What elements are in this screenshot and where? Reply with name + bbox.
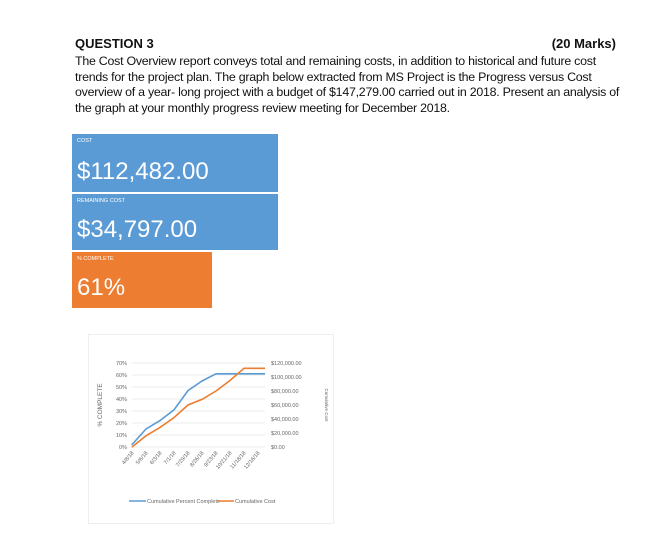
tile-label: COST [77, 138, 93, 144]
y-tick-label: 50% [116, 385, 127, 391]
y2-tick-label: $60,000.00 [271, 403, 299, 409]
series-line-percent [131, 372, 265, 446]
y-tick-label: 60% [116, 373, 127, 379]
progress-cost-chart: 0% 10% 20% 30% 40% 50% 60% 70% $0.00 $20,000.00 $4… [88, 334, 334, 524]
data-point [243, 367, 245, 369]
y-axis-title: % COMPLETE [97, 383, 104, 427]
tile-value: $112,482.00 [77, 158, 209, 185]
data-point [159, 426, 161, 428]
data-point [145, 428, 147, 430]
data-point [257, 373, 259, 375]
y2-tick-label: $80,000.00 [271, 389, 299, 395]
data-point [131, 444, 133, 446]
data-point [215, 373, 217, 375]
x-tick-label: 4/8/18 [121, 450, 135, 466]
percent-complete-tile: % COMPLETE 61% [72, 252, 212, 308]
data-point [201, 380, 203, 382]
tile-label: REMAINING COST [77, 198, 125, 204]
tile-label: % COMPLETE [77, 256, 114, 262]
tile-value: $34,797.00 [77, 216, 198, 243]
question-marks: (20 Marks) [551, 36, 616, 51]
chart-svg: 0% 10% 20% 30% 40% 50% 60% 70% $0.00 $20,000.00 $4… [97, 361, 329, 505]
y2-tick-label: $40,000.00 [271, 417, 299, 423]
data-point [187, 404, 189, 406]
y2-axis-title: Cumulative Cost [324, 388, 329, 422]
remaining-cost-tile: REMAINING COST $34,797.00 [72, 194, 278, 250]
data-point [173, 409, 175, 411]
data-point [243, 373, 245, 375]
data-point [159, 420, 161, 422]
y-tick-label: 0% [119, 445, 127, 451]
y-tick-label: 20% [116, 421, 127, 427]
y-tick-label: 10% [116, 433, 127, 439]
x-tick-label: 5/6/18 [135, 450, 149, 466]
y2-tick-label: $120,000.00 [271, 361, 302, 367]
data-point [173, 417, 175, 419]
y-tick-label: 30% [116, 409, 127, 415]
data-point [229, 379, 231, 382]
question-title: QUESTION 3 [75, 36, 154, 51]
y2-tick-label: $100,000.00 [271, 375, 302, 381]
y2-tick-label: $20,000.00 [271, 431, 299, 437]
data-point [215, 390, 217, 392]
tile-value: 61% [77, 274, 126, 301]
y-tick-label: 40% [116, 397, 127, 403]
data-point [257, 367, 259, 369]
data-point [229, 373, 231, 375]
data-point [145, 435, 147, 437]
cost-tile: COST $112,482.00 [72, 134, 278, 192]
x-tick-label: 6/3/18 [149, 450, 163, 466]
question-text: The Cost Overview report conveys total a… [75, 54, 620, 115]
y2-tick-label: $0.00 [271, 445, 285, 451]
legend-label: Cumulative Cost [235, 499, 276, 505]
data-point [187, 390, 189, 392]
data-point [201, 398, 203, 400]
data-point [131, 446, 133, 448]
y-tick-label: 70% [116, 361, 127, 367]
legend-label: Cumulative Percent Complete [147, 499, 220, 505]
